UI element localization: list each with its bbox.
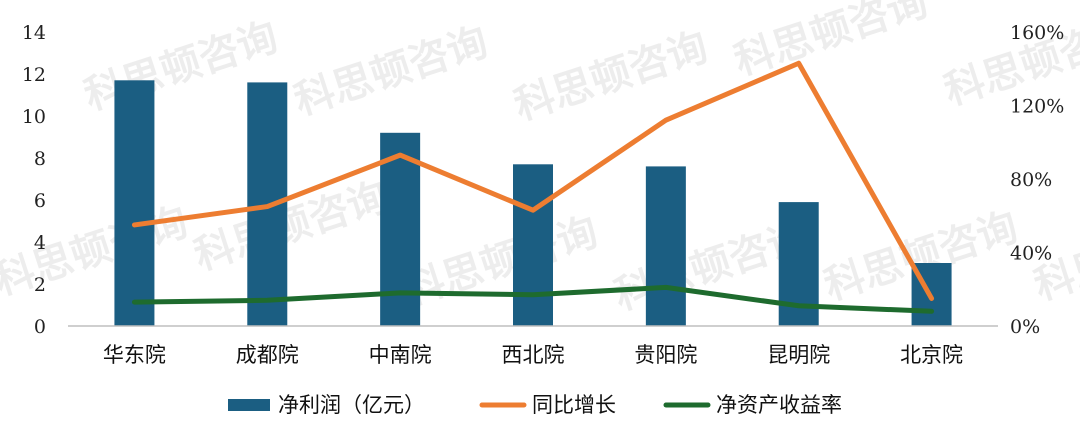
x-category-label: 昆明院 (767, 343, 830, 367)
legend-label: 同比增长 (532, 393, 616, 417)
y-left-tick-label: 10 (22, 106, 46, 128)
y-left-tick-label: 4 (34, 232, 46, 254)
watermark-text: 科思顿咨询 (399, 209, 603, 315)
y-axis-right: 0% 40% 80% 120% 160% (1010, 22, 1064, 338)
x-category-label: 西北院 (502, 343, 565, 367)
y-left-tick-label: 8 (34, 148, 46, 170)
legend-label: 净利润（亿元） (278, 393, 425, 417)
watermark-text: 科思顿咨询 (729, 0, 933, 85)
watermark-text: 科思顿咨询 (0, 199, 193, 305)
y-left-tick-label: 0 (34, 316, 46, 338)
legend: 净利润（亿元） 同比增长 净资产收益率 (228, 393, 842, 417)
x-category-label: 北京院 (900, 343, 963, 367)
bar (114, 80, 155, 326)
series-line (131, 284, 935, 314)
x-category-label: 华东院 (103, 343, 166, 367)
y-right-tick-label: 120% (1010, 96, 1064, 118)
x-category-label: 成都院 (236, 343, 299, 367)
watermark-text: 科思顿咨询 (289, 19, 493, 125)
x-axis-categories: 华东院 成都院 中南院 西北院 贵阳院 昆明院 北京院 (103, 343, 963, 367)
y-left-tick-label: 12 (22, 64, 46, 86)
series-line (131, 60, 935, 301)
y-axis-left: 0 2 4 6 8 10 12 14 (22, 22, 46, 338)
y-left-tick-label: 2 (34, 274, 46, 296)
y-right-tick-label: 0% (1010, 316, 1040, 338)
line-series (131, 60, 935, 314)
y-right-tick-label: 40% (1010, 243, 1052, 265)
y-left-tick-label: 6 (34, 190, 46, 212)
bar (645, 166, 686, 326)
legend-swatch (228, 399, 270, 411)
legend-label: 净资产收益率 (716, 393, 842, 417)
watermark-text: 科思顿咨询 (189, 174, 393, 280)
bar (513, 164, 553, 326)
y-right-tick-label: 80% (1010, 169, 1052, 191)
x-category-label: 贵阳院 (634, 343, 697, 367)
y-right-tick-label: 160% (1010, 22, 1064, 44)
x-category-label: 中南院 (369, 343, 432, 367)
y-left-tick-label: 14 (22, 22, 46, 44)
